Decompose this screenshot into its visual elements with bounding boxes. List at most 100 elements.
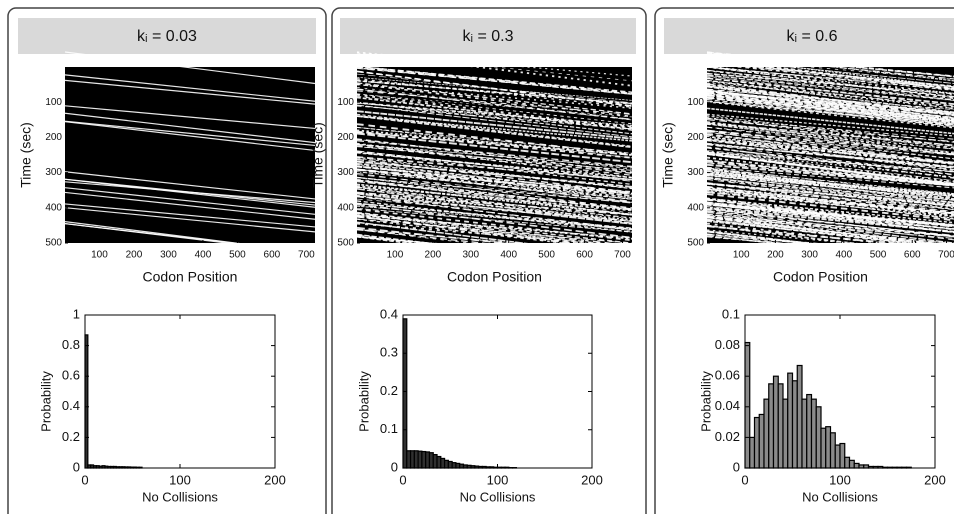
trace	[356, 212, 633, 247]
bar	[882, 466, 889, 469]
x-axis-label: No Collisions	[802, 489, 878, 504]
trace	[706, 113, 954, 137]
panel-frame	[7, 7, 327, 514]
trace	[706, 152, 954, 183]
trace	[706, 146, 954, 176]
bar	[801, 398, 808, 469]
trace	[356, 198, 633, 222]
trace	[706, 101, 954, 129]
y-tick-label: 0	[733, 459, 740, 474]
trace	[356, 102, 633, 130]
trace	[706, 126, 954, 150]
trace	[706, 153, 954, 185]
trace	[356, 101, 633, 135]
trace	[706, 122, 954, 147]
trace	[356, 185, 633, 212]
x-tick-label: 100	[169, 472, 191, 487]
x-tick-label: 600	[264, 250, 281, 261]
trace	[356, 179, 633, 209]
y-tick-label: 200	[687, 132, 704, 143]
trace	[706, 144, 954, 175]
kymograph-traces	[64, 51, 316, 255]
y-tick-label: 1	[73, 306, 80, 321]
trace	[706, 123, 954, 156]
x-tick-label: 600	[904, 250, 921, 261]
trace	[356, 156, 633, 181]
trace	[706, 118, 954, 143]
trace	[706, 130, 954, 164]
y-axis-label: Time (sec)	[18, 122, 34, 188]
x-axis-label: Codon Position	[143, 269, 238, 285]
bar	[905, 466, 912, 469]
trace	[706, 219, 954, 245]
bar	[84, 334, 89, 469]
y-tick-label: 200	[45, 132, 62, 143]
trace	[356, 51, 633, 87]
bar	[402, 318, 408, 469]
trace	[706, 140, 954, 168]
trace	[356, 110, 633, 140]
x-axis-label: Codon Position	[447, 269, 542, 285]
y-tick-label: 0	[391, 459, 398, 474]
trace	[356, 145, 633, 176]
trace	[706, 166, 954, 189]
trace	[356, 151, 633, 186]
trace	[706, 151, 954, 181]
trace	[356, 205, 633, 230]
trace	[356, 162, 633, 195]
trace	[706, 85, 954, 114]
x-tick-label: 100	[733, 250, 750, 261]
bar	[787, 372, 794, 469]
trace	[356, 78, 633, 108]
trace	[706, 124, 954, 148]
y-tick-label: 0.02	[715, 429, 740, 444]
trace	[706, 146, 954, 179]
bar	[863, 464, 870, 469]
trace	[356, 83, 633, 109]
bar	[791, 380, 798, 469]
trace	[356, 101, 633, 128]
trace	[706, 150, 954, 172]
bar	[138, 466, 143, 469]
y-axis-label: Probability	[356, 371, 371, 432]
x-tick-label: 100	[829, 472, 851, 487]
trace	[706, 61, 954, 88]
bar	[858, 464, 865, 469]
y-tick-label: 0.08	[715, 337, 740, 352]
bar	[806, 393, 813, 469]
x-tick-label: 200	[767, 250, 784, 261]
trace	[706, 163, 954, 187]
x-tick-label: 300	[462, 250, 479, 261]
trace	[706, 189, 954, 219]
bar	[744, 341, 751, 469]
kymograph-traces	[356, 51, 633, 273]
trace	[356, 226, 633, 258]
trace	[356, 234, 633, 272]
title-band	[340, 18, 636, 54]
trace	[356, 115, 633, 142]
x-axis-label: Codon Position	[773, 269, 868, 285]
trace	[356, 188, 633, 220]
trace	[706, 143, 954, 169]
trace	[706, 53, 954, 80]
trace	[706, 224, 954, 257]
trace	[706, 172, 954, 201]
y-tick-label: 500	[687, 238, 704, 249]
bar	[867, 465, 874, 469]
y-tick-label: 500	[45, 238, 62, 249]
plot-frame	[84, 314, 276, 469]
trace	[356, 181, 633, 211]
trace	[356, 93, 633, 125]
trace	[706, 193, 954, 222]
panel-title: kᵢ = 0.6	[787, 28, 838, 45]
trace	[706, 100, 954, 126]
trace	[356, 105, 633, 130]
x-axis-label: No Collisions	[460, 489, 536, 504]
x-tick-label: 400	[500, 250, 517, 261]
trace	[706, 167, 954, 201]
y-tick-label: 0.8	[62, 337, 80, 352]
bar	[763, 398, 770, 469]
trace	[706, 219, 954, 250]
trace	[356, 88, 633, 121]
trace	[706, 88, 954, 114]
